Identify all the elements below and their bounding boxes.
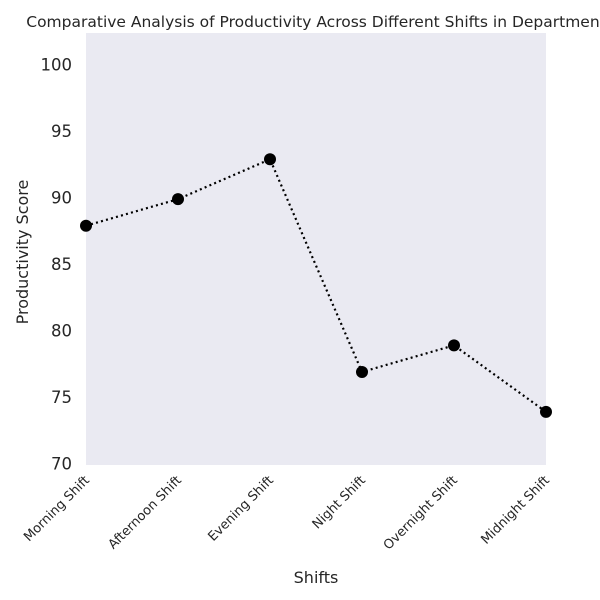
y-tick-label: 95 [51, 122, 72, 141]
x-tick-label: Morning Shift [21, 473, 93, 545]
y-axis-label: Productivity Score [13, 180, 32, 325]
data-point [540, 405, 552, 418]
data-point [264, 153, 276, 166]
x-tick-label: Night Shift [310, 473, 369, 532]
y-tick-label: 80 [51, 322, 72, 341]
chart-title: Comparative Analysis of Productivity Acr… [26, 13, 600, 31]
data-point [172, 193, 184, 206]
y-tick-label: 100 [41, 56, 73, 75]
data-point [448, 339, 460, 352]
data-point [80, 219, 92, 232]
data-points [80, 153, 552, 418]
x-axis-label: Shifts [294, 568, 339, 587]
y-tick-label: 85 [51, 255, 72, 274]
x-tick-label: Midnight Shift [478, 473, 552, 547]
x-tick-label: Evening Shift [205, 473, 276, 544]
data-point [356, 365, 368, 378]
x-tick-label: Afternoon Shift [106, 473, 185, 552]
series-line [85, 157, 547, 413]
y-tick-label: 75 [51, 388, 72, 407]
y-axis-ticks: 70 75 80 85 90 95 100 [41, 56, 73, 474]
x-tick-label: Overnight Shift [381, 473, 461, 553]
y-tick-label: 70 [51, 455, 72, 474]
y-tick-label: 90 [51, 189, 72, 208]
x-axis-ticks: Morning Shift Afternoon Shift Evening Shif… [21, 473, 553, 553]
plot-area [86, 33, 546, 465]
